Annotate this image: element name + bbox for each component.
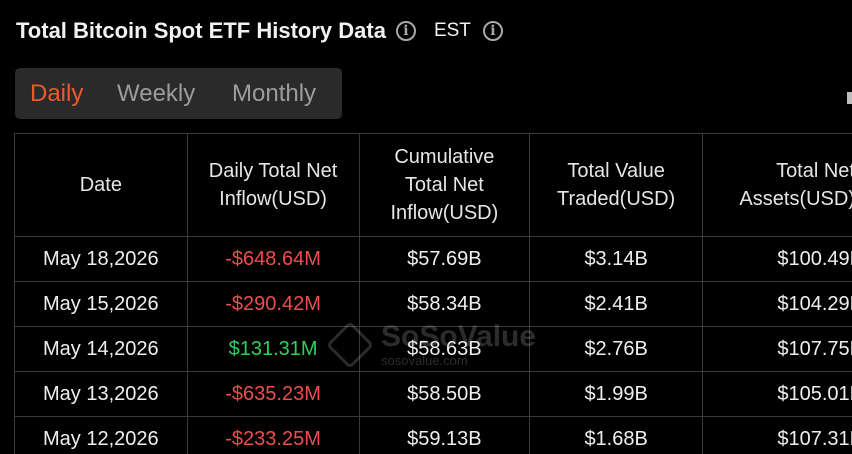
date-cell: May 18,2026 <box>14 236 188 282</box>
value-traded-cell: $3.14B <box>529 236 703 282</box>
value-traded-cell: $2.76B <box>529 326 703 372</box>
cumulative-inflow-cell: $58.50B <box>358 371 531 417</box>
history-table-container: Date Daily Total Net Inflow(USD) Cumulat… <box>14 133 852 454</box>
daily-net-inflow-cell: $131.31M <box>186 326 360 372</box>
tab-weekly[interactable]: Weekly <box>117 79 196 107</box>
period-tabs: Daily Weekly Monthly <box>15 68 342 119</box>
table-row: May 14,2026 $131.31M $58.63B $2.76B $107… <box>14 326 852 372</box>
date-cell: May 13,2026 <box>14 371 188 417</box>
net-assets-cell: $100.49B <box>702 236 852 282</box>
date-cell: May 14,2026 <box>14 326 188 372</box>
column-header-date[interactable]: Date <box>14 133 188 237</box>
tab-daily[interactable]: Daily <box>30 79 84 107</box>
table-row: May 13,2026 -$635.23M $58.50B $1.99B $10… <box>14 371 852 417</box>
column-header-total-value-traded[interactable]: Total Value Traded(USD) <box>529 133 703 237</box>
history-table: Date Daily Total Net Inflow(USD) Cumulat… <box>14 133 852 454</box>
table-row: May 18,2026 -$648.64M $57.69B $3.14B $10… <box>14 236 852 282</box>
net-assets-cell: $107.75B <box>702 326 852 372</box>
column-header-cumulative-net-inflow[interactable]: Cumulative Total Net Inflow(USD) <box>358 133 531 237</box>
cumulative-inflow-cell: $59.13B <box>358 416 531 454</box>
page-title: Total Bitcoin Spot ETF History Data <box>16 18 386 43</box>
cumulative-inflow-cell: $58.63B <box>358 326 531 372</box>
daily-net-inflow-cell: -$233.25M <box>186 416 360 454</box>
column-header-daily-net-inflow[interactable]: Daily Total Net Inflow(USD) <box>186 133 360 237</box>
daily-net-inflow-cell: -$290.42M <box>186 281 360 327</box>
net-assets-cell: $104.29B <box>702 281 852 327</box>
horizontal-scroll-indicator[interactable] <box>847 92 852 104</box>
daily-net-inflow-cell: -$648.64M <box>186 236 360 282</box>
value-traded-cell: $2.41B <box>529 281 703 327</box>
table-row: May 12,2026 -$233.25M $59.13B $1.68B $10… <box>14 416 852 454</box>
date-cell: May 15,2026 <box>14 281 188 327</box>
net-assets-cell: $105.01B <box>702 371 852 417</box>
value-traded-cell: $1.68B <box>529 416 703 454</box>
daily-net-inflow-cell: -$635.23M <box>186 371 360 417</box>
cumulative-inflow-cell: $58.34B <box>358 281 531 327</box>
column-header-total-net-assets[interactable]: Total Net Assets(USD) <box>702 133 852 237</box>
cumulative-inflow-cell: $57.69B <box>358 236 531 282</box>
date-cell: May 12,2026 <box>14 416 188 454</box>
tab-monthly[interactable]: Monthly <box>232 79 317 107</box>
net-assets-cell: $107.31B <box>702 416 852 454</box>
timezone-label: EST <box>433 20 471 41</box>
table-row: May 15,2026 -$290.42M $58.34B $2.41B $10… <box>14 281 852 327</box>
value-traded-cell: $1.99B <box>529 371 703 417</box>
info-icon[interactable]: i <box>395 21 416 41</box>
table-header-row: Date Daily Total Net Inflow(USD) Cumulat… <box>14 133 852 237</box>
timezone-info-icon[interactable]: i <box>482 21 503 41</box>
header: Total Bitcoin Spot ETF History Data i ES… <box>16 14 503 48</box>
